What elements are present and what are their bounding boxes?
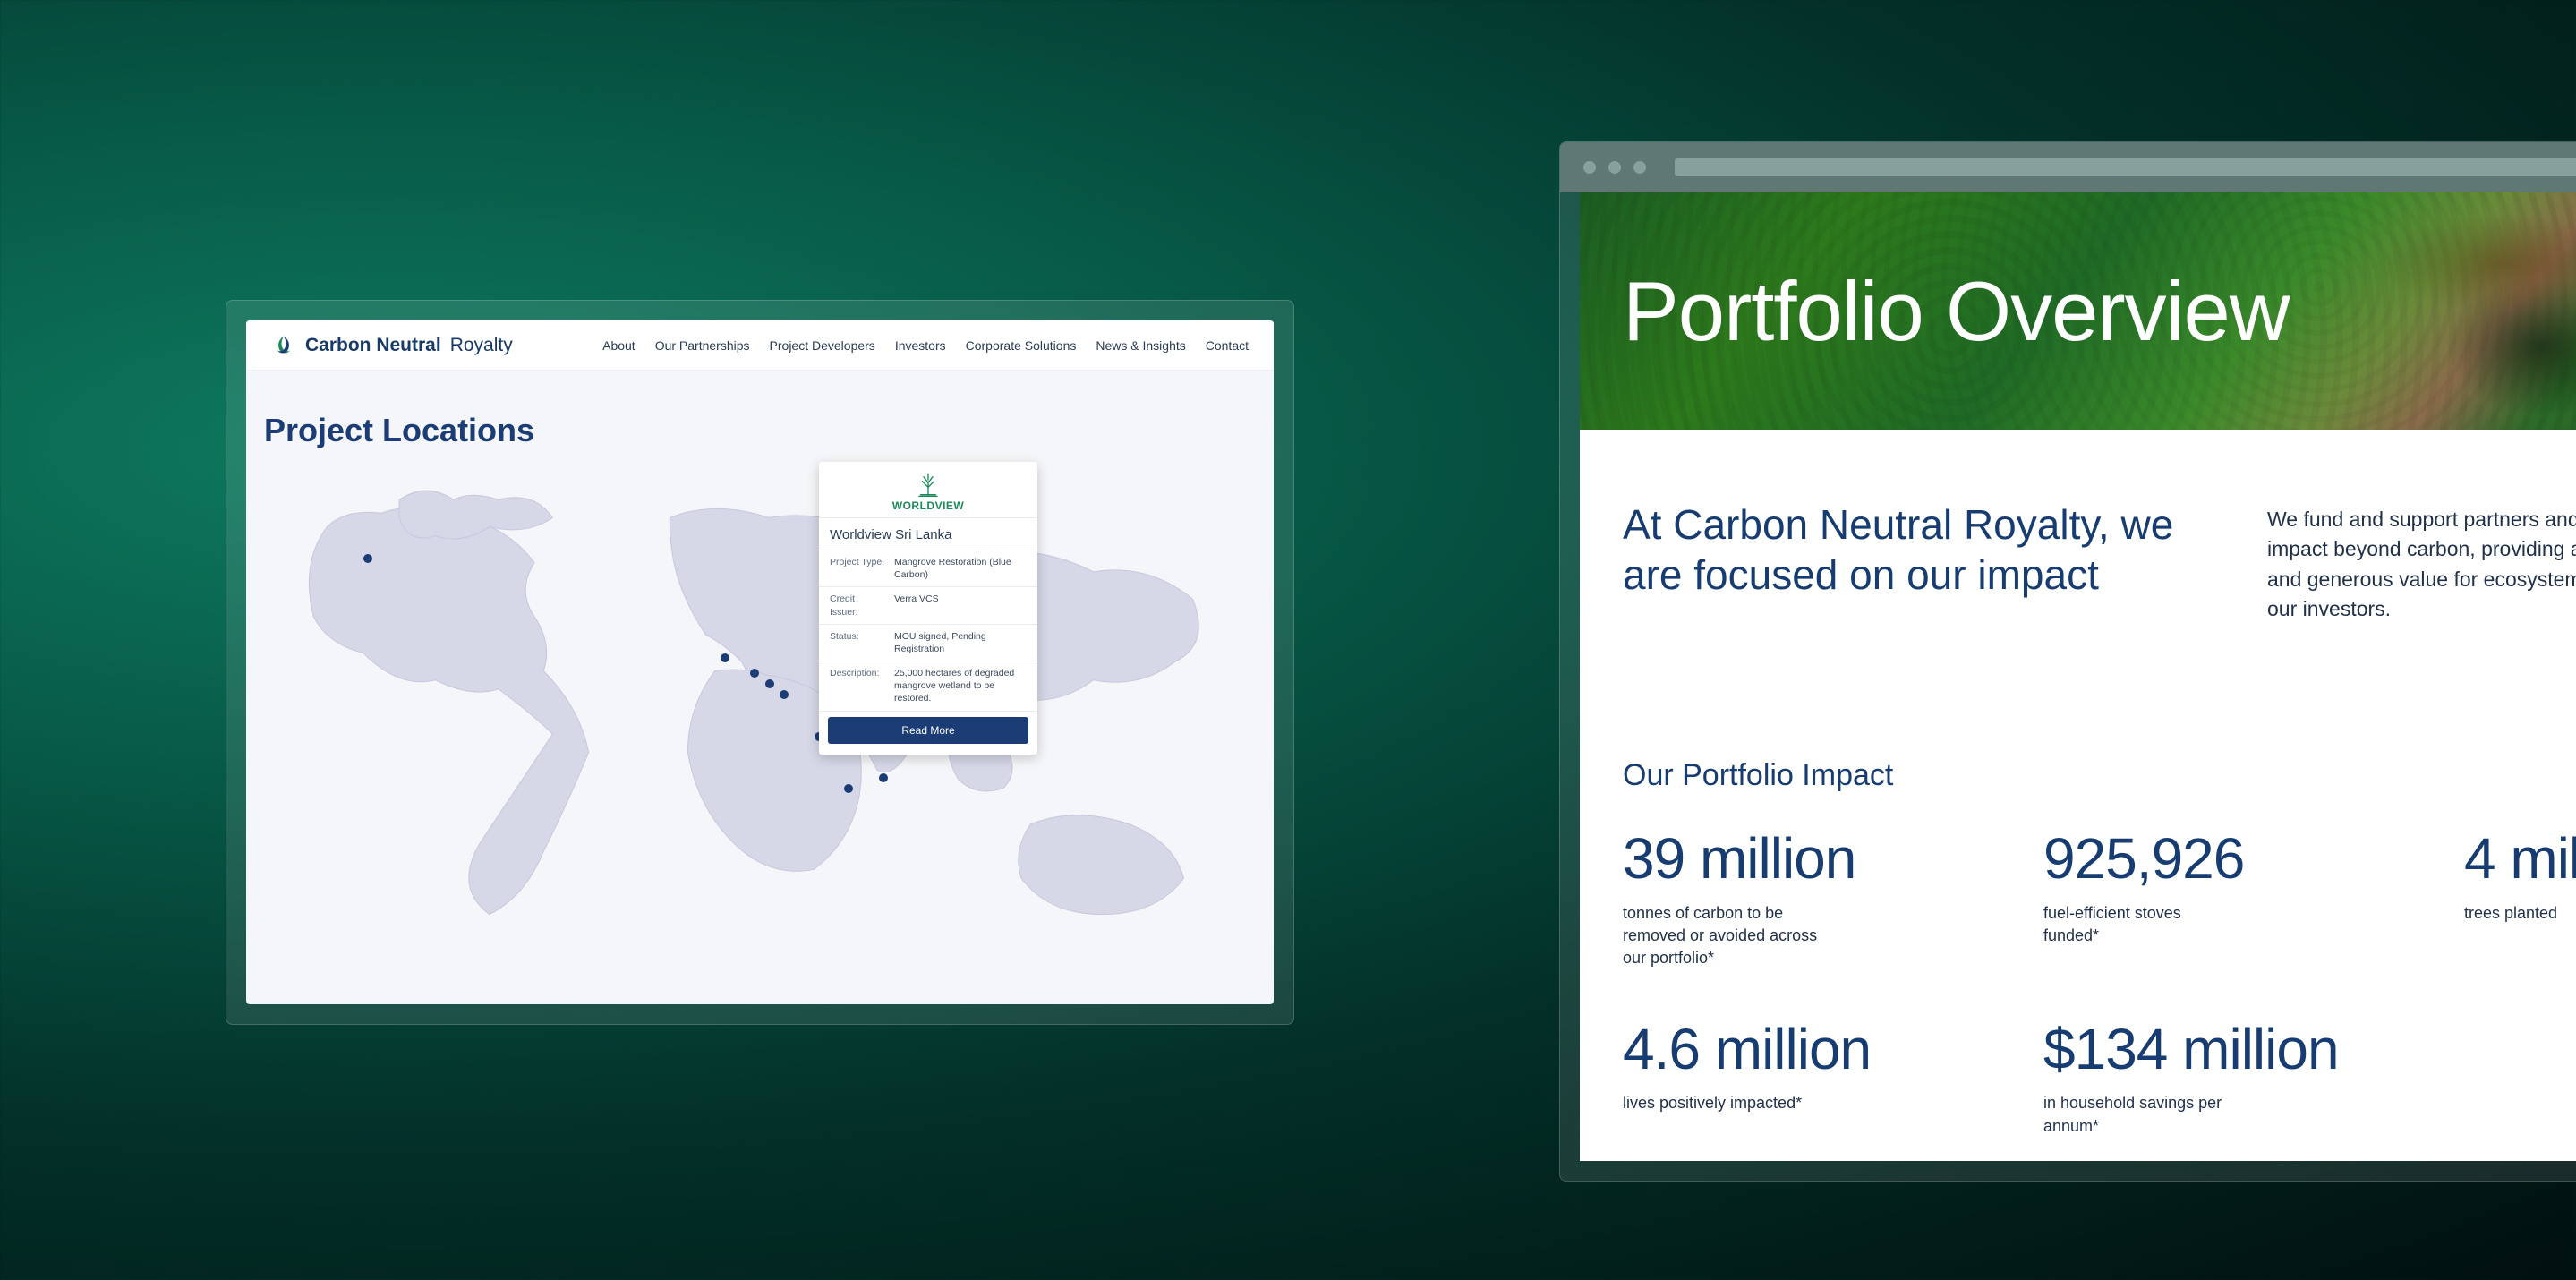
hero-title: Portfolio Overview	[1623, 263, 2290, 360]
read-more-button[interactable]: Read More	[828, 717, 1028, 744]
popup-val: MOU signed, Pending Registration	[894, 630, 1027, 655]
map-marker[interactable]	[780, 690, 789, 699]
impact-title: Our Portfolio Impact	[1580, 624, 2576, 793]
world-map[interactable]	[264, 455, 1256, 977]
popup-key: Project Type:	[830, 556, 885, 581]
popup-val: Mangrove Restoration (Blue Carbon)	[894, 556, 1027, 581]
nav-contact[interactable]: Contact	[1206, 338, 1249, 353]
intro-body: We fund and support partners and project…	[2267, 499, 2576, 624]
nav-project-developers[interactable]: Project Developers	[770, 338, 875, 353]
stat-description: fuel-efficient stoves funded*	[2043, 902, 2240, 947]
intro-section: At Carbon Neutral Royalty, we are focuse…	[1580, 430, 2576, 624]
popup-val: 25,000 hectares of degraded mangrove wet…	[894, 667, 1027, 705]
stat-savings: $134 million in household savings per an…	[2043, 1020, 2464, 1138]
left-window-frame: Carbon Neutral Royalty About Our Partner…	[226, 300, 1294, 1025]
nav-about[interactable]: About	[602, 338, 635, 353]
traffic-light-icon[interactable]	[1583, 161, 1596, 174]
main-nav: About Our Partnerships Project Developer…	[602, 338, 1249, 353]
world-map-svg	[264, 455, 1256, 977]
brand[interactable]: Carbon Neutral Royalty	[271, 333, 513, 358]
intro-headline: At Carbon Neutral Royalty, we are focuse…	[1623, 499, 2196, 624]
url-bar[interactable]	[1675, 158, 2576, 176]
stat-number: 39 million	[1623, 829, 2043, 889]
portfolio-hero: Portfolio Overview	[1580, 192, 2576, 430]
project-popup: WORLDVIEW Worldview Sri Lanka Project Ty…	[819, 462, 1037, 755]
project-locations-title: Project Locations	[246, 371, 1274, 449]
stat-description: trees planted	[2464, 902, 2576, 925]
brand-thin: Royalty	[450, 335, 513, 356]
map-marker[interactable]	[363, 554, 372, 563]
stat-number: $134 million	[2043, 1020, 2464, 1079]
popup-key: Credit Issuer:	[830, 593, 885, 618]
worldview-tree-icon	[913, 471, 943, 498]
popup-row-credit-issuer: Credit Issuer: Verra VCS	[819, 587, 1037, 624]
popup-partner-name: WORLDVIEW	[892, 499, 965, 512]
stat-number: 4 million	[2464, 829, 2576, 889]
stat-stoves: 925,926 fuel-efficient stoves funded*	[2043, 829, 2464, 969]
left-page: Carbon Neutral Royalty About Our Partner…	[246, 320, 1274, 1004]
stat-trees: 4 million trees planted	[2464, 829, 2576, 969]
stat-lives: 4.6 million lives positively impacted*	[1623, 1020, 2043, 1138]
stats-grid: 39 million tonnes of carbon to be remove…	[1580, 793, 2576, 1137]
stat-description: in household savings per annum*	[2043, 1092, 2240, 1137]
stat-carbon: 39 million tonnes of carbon to be remove…	[1623, 829, 2043, 969]
stat-number: 925,926	[2043, 829, 2464, 889]
stat-description: lives positively impacted*	[1623, 1092, 1820, 1114]
popup-val: Verra VCS	[894, 593, 1027, 618]
popup-key: Status:	[830, 630, 885, 655]
stat-number: 4.6 million	[1623, 1020, 2043, 1079]
popup-key: Description:	[830, 667, 885, 705]
right-page: Portfolio Overview At Carbon Neutral Roy…	[1580, 192, 2576, 1161]
popup-row-project-type: Project Type: Mangrove Restoration (Blue…	[819, 550, 1037, 587]
popup-row-status: Status: MOU signed, Pending Registration	[819, 625, 1037, 661]
nav-news-insights[interactable]: News & Insights	[1096, 338, 1185, 353]
traffic-light-icon[interactable]	[1633, 161, 1646, 174]
popup-title: Worldview Sri Lanka	[819, 518, 1037, 550]
right-window-frame: Portfolio Overview At Carbon Neutral Roy…	[1559, 141, 2576, 1182]
nav-investors[interactable]: Investors	[895, 338, 946, 353]
stat-description: tonnes of carbon to be removed or avoide…	[1623, 902, 1820, 970]
popup-partner-logo: WORLDVIEW	[819, 462, 1037, 518]
traffic-light-icon[interactable]	[1608, 161, 1621, 174]
map-marker[interactable]	[721, 653, 729, 662]
browser-chrome	[1560, 142, 2576, 192]
popup-row-description: Description: 25,000 hectares of degraded…	[819, 661, 1037, 712]
nav-our-partnerships[interactable]: Our Partnerships	[655, 338, 750, 353]
map-marker[interactable]	[765, 679, 774, 688]
site-header: Carbon Neutral Royalty About Our Partner…	[246, 320, 1274, 371]
nav-corporate-solutions[interactable]: Corporate Solutions	[966, 338, 1077, 353]
brand-logo-icon	[271, 333, 296, 358]
brand-strong: Carbon Neutral	[305, 335, 441, 356]
